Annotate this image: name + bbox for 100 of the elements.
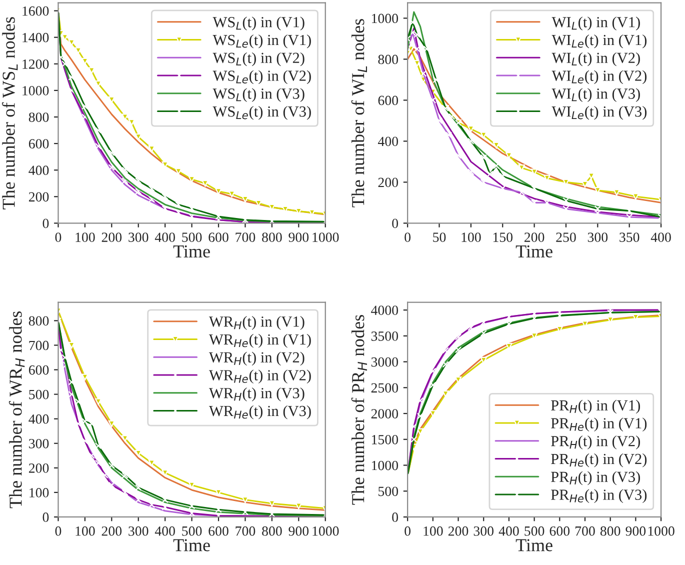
y-tick-label: 400	[28, 166, 49, 176]
legend-label: WI$_{Le}$(t) in (V1)	[552, 34, 647, 48]
y-tick-label: 500	[378, 486, 398, 496]
x-tick-label: 1000	[312, 232, 339, 242]
y-tick-label: 400	[28, 414, 49, 424]
x-tick-label: 800	[262, 526, 282, 536]
legend-label: WI$_{L}$(t) in (V2)	[552, 52, 640, 66]
x-tick-label: 800	[262, 232, 282, 242]
y-axis-title: The number of WS$_{L}$ nodes	[2, 17, 18, 210]
y-tick-label: 200	[378, 178, 398, 188]
y-tick-label: 0	[42, 218, 49, 228]
legend-label: WS$_{Le}$(t) in (V1)	[212, 34, 311, 48]
y-tick-label: 1200	[22, 59, 49, 69]
y-tick-label: 0	[392, 218, 398, 228]
x-tick-label: 0	[404, 526, 411, 536]
y-tick-label: 200	[28, 463, 49, 473]
legend-label: WS$_{Le}$(t) in (V2)	[212, 70, 311, 84]
legend-label: WR$_{He}$(t) in (V3)	[208, 405, 311, 420]
y-tick-label: 500	[29, 390, 49, 400]
x-tick-label: 500	[524, 526, 544, 536]
x-tick-label: 800	[600, 526, 620, 536]
x-tick-label: 0	[404, 232, 411, 242]
x-tick-label: 150	[493, 232, 513, 242]
y-tick-label: 3500	[371, 331, 398, 341]
x-tick-label: 200	[524, 232, 544, 242]
x-tick-label: 700	[236, 526, 256, 536]
x-tick-label: 400	[498, 526, 519, 536]
y-tick-label: 100	[30, 488, 49, 498]
x-tick-label: 50	[433, 232, 446, 242]
y-tick-label: 2500	[371, 383, 398, 393]
legend-label: PR$_{He}$(t) in (V1)	[551, 418, 647, 432]
legend-label: WS$_{L}$(t) in (V2)	[212, 52, 304, 66]
y-tick-label: 700	[29, 340, 49, 350]
x-tick-label: 900	[288, 232, 309, 242]
x-tick-label: 900	[288, 526, 309, 536]
legend-label: WI$_{L}$(t) in (V3)	[552, 88, 640, 102]
legend-label: WR$_{He}$(t) in (V1)	[208, 334, 311, 348]
x-tick-label: 400	[650, 232, 671, 242]
x-tick-label: 200	[102, 526, 122, 536]
x-tick-label: 100	[424, 526, 443, 536]
x-tick-label: 700	[236, 232, 256, 242]
x-tick-label: 600	[550, 526, 570, 536]
y-tick-label: 1000	[372, 14, 398, 24]
legend-label: PR$_{He}$(t) in (V2)	[551, 453, 647, 468]
legend-label: PR$_{H}$(t) in (V1)	[551, 400, 640, 414]
x-axis-title: Time	[173, 245, 210, 258]
legend-label: WI$_{L}$(t) in (V1)	[552, 16, 640, 30]
x-tick-label: 350	[620, 232, 640, 242]
legend-label: PR$_{He}$(t) in (V3)	[551, 489, 647, 504]
y-tick-label: 800	[28, 112, 49, 122]
x-tick-label: 400	[154, 232, 175, 242]
x-tick-label: 100	[462, 232, 481, 242]
y-tick-label: 1400	[22, 32, 49, 42]
x-tick-label: 200	[448, 526, 468, 536]
legend-label: WR$_{He}$(t) in (V2)	[208, 370, 311, 384]
x-tick-label: 700	[575, 526, 595, 536]
y-tick-label: 600	[378, 96, 398, 106]
x-axis-title: Time	[516, 245, 552, 258]
y-tick-label: 600	[28, 365, 49, 375]
x-tick-label: 250	[556, 232, 576, 242]
y-tick-label: 600	[28, 139, 49, 148]
legend-label: WR$_{H}$(t) in (V3)	[208, 388, 304, 402]
y-tick-label: 800	[378, 54, 398, 64]
y-tick-label: 1000	[22, 86, 49, 96]
y-tick-label: 1000	[372, 460, 398, 470]
y-axis-title: The number of WI$_{L}$ nodes	[351, 19, 367, 208]
x-tick-label: 400	[154, 526, 175, 536]
x-tick-label: 200	[102, 232, 122, 242]
y-tick-label: 1600	[22, 6, 49, 16]
legend-label: WS$_{L}$(t) in (V3)	[212, 88, 304, 102]
x-tick-label: 600	[208, 232, 228, 242]
x-tick-label: 100	[76, 526, 95, 536]
legend-label: WS$_{L}$(t) in (V1)	[212, 16, 304, 30]
x-tick-label: 1000	[648, 526, 674, 536]
x-tick-label: 600	[208, 526, 228, 536]
x-tick-label: 300	[128, 232, 148, 242]
legend-label: WS$_{Le}$(t) in (V3)	[212, 106, 311, 120]
x-axis-title: Time	[173, 539, 210, 552]
y-tick-label: 2000	[371, 409, 398, 418]
x-tick-label: 300	[128, 526, 148, 536]
y-tick-label: 300	[29, 438, 49, 448]
y-tick-label: 0	[392, 512, 398, 522]
x-tick-label: 0	[55, 526, 62, 536]
x-tick-label: 500	[182, 232, 202, 242]
y-tick-label: 400	[378, 136, 398, 146]
y-tick-label: 200	[28, 192, 49, 202]
y-tick-label: 1500	[372, 434, 398, 444]
x-tick-label: 0	[55, 232, 62, 242]
y-axis-title: The number of WR$_{H}$ nodes	[8, 311, 25, 508]
x-tick-label: 1000	[312, 526, 339, 536]
legend-label: PR$_{H}$(t) in (V3)	[551, 471, 640, 486]
x-tick-label: 300	[588, 232, 608, 242]
x-tick-label: 500	[182, 526, 202, 536]
y-tick-label: 800	[28, 316, 49, 326]
legend-label: PR$_{H}$(t) in (V2)	[551, 436, 640, 450]
x-tick-label: 100	[76, 232, 95, 242]
legend-label: WI$_{Le}$(t) in (V3)	[552, 106, 647, 120]
y-tick-label: 0	[42, 512, 49, 522]
x-axis-title: Time	[516, 539, 552, 552]
y-tick-label: 3000	[371, 357, 398, 367]
